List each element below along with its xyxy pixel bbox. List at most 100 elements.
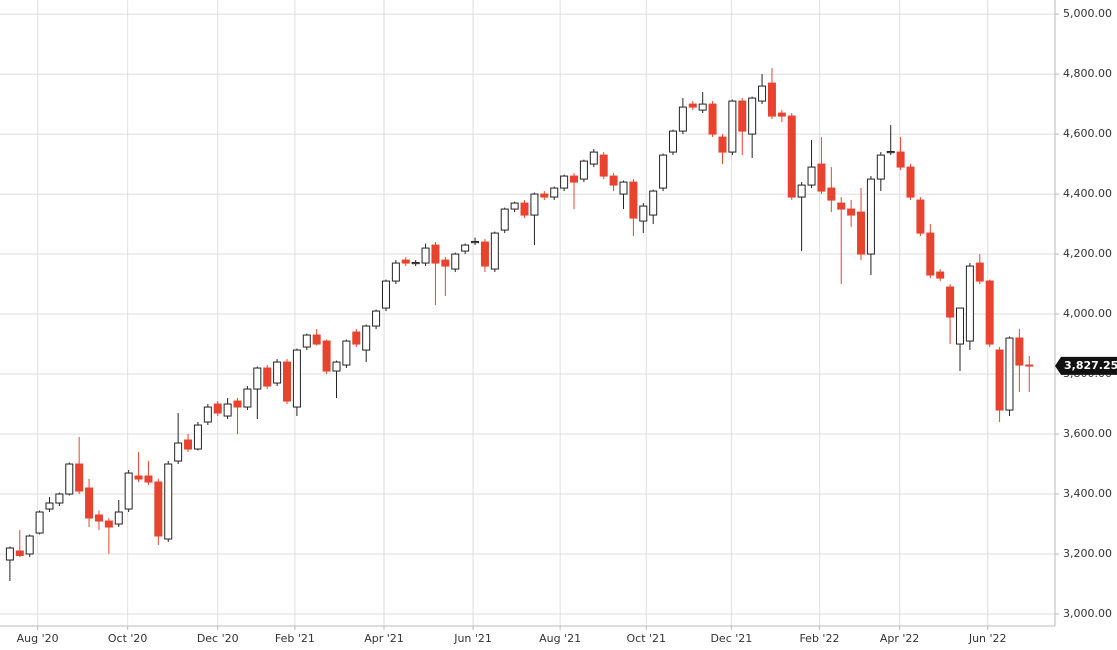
candle-body	[965, 265, 974, 342]
candle-body	[1025, 364, 1034, 367]
candle-body	[174, 442, 183, 462]
candle-body	[678, 106, 687, 132]
candle-body	[471, 240, 480, 244]
candle-body	[698, 103, 707, 111]
candle-body	[461, 244, 470, 252]
y-tick-label: 4,800.00	[1063, 67, 1112, 80]
candle-body	[124, 472, 133, 510]
candle-body	[362, 325, 371, 351]
candle-body	[530, 193, 539, 216]
candle-body	[451, 253, 460, 270]
candle-body	[292, 349, 301, 408]
candle-body	[767, 82, 776, 117]
candle-body	[866, 178, 875, 255]
x-tick-label: Feb '22	[799, 632, 839, 645]
candle-body	[570, 175, 579, 183]
candle-body	[500, 208, 509, 231]
candle-body	[668, 130, 677, 153]
x-tick-label: Dec '21	[710, 632, 752, 645]
x-tick-label: Oct '20	[108, 632, 148, 645]
y-tick-label: 4,200.00	[1063, 247, 1112, 260]
y-tick-label: 4,600.00	[1063, 127, 1112, 140]
candle-body	[659, 154, 668, 189]
candle-body	[65, 463, 74, 495]
candle-body	[560, 175, 569, 189]
candle-body	[184, 439, 193, 450]
candle-body	[629, 181, 638, 219]
y-tick-label: 4,400.00	[1063, 187, 1112, 200]
candle-body	[490, 232, 499, 270]
candle-body	[817, 163, 826, 192]
candle-body	[985, 280, 994, 345]
candle-body	[94, 514, 103, 522]
candle-body	[847, 208, 856, 216]
labels: 3,000.003,200.003,400.003,600.003,800.00…	[17, 7, 1117, 645]
candle-body	[75, 463, 84, 492]
x-tick-label: Dec '20	[197, 632, 239, 645]
candle-body	[193, 424, 202, 450]
candle-body	[876, 154, 885, 180]
candle-body	[807, 166, 816, 186]
candle-body	[263, 367, 272, 387]
candle-body	[55, 493, 64, 504]
candle-body	[35, 511, 44, 534]
candle-body	[520, 202, 529, 216]
x-tick-label: Aug '21	[539, 632, 581, 645]
candle-body	[758, 85, 767, 102]
candle-body	[886, 150, 895, 154]
candle-body	[322, 340, 331, 372]
candle-body	[649, 190, 658, 216]
y-tick-label: 4,000.00	[1063, 307, 1112, 320]
y-tick-label: 3,000.00	[1063, 607, 1112, 620]
candle-body	[253, 367, 262, 390]
candle-body	[144, 475, 153, 483]
candle-body	[688, 103, 697, 108]
candle-body	[718, 136, 727, 153]
candle-body	[233, 400, 242, 408]
candle-body	[708, 103, 717, 135]
candle-body	[619, 181, 628, 195]
x-tick-label: Oct '21	[626, 632, 666, 645]
x-tick-label: Apr '22	[880, 632, 920, 645]
candle-body	[926, 232, 935, 276]
candle-body	[312, 334, 321, 345]
y-tick-label: 3,400.00	[1063, 487, 1112, 500]
candle-body	[431, 244, 440, 264]
y-tick-label: 3,600.00	[1063, 427, 1112, 440]
candle-body	[579, 160, 588, 180]
candle-body	[589, 151, 598, 165]
candle-body	[906, 166, 915, 198]
candle-body	[510, 202, 519, 210]
candle-body	[609, 175, 618, 186]
candle-body	[5, 547, 14, 561]
y-tick-label: 5,000.00	[1063, 7, 1112, 20]
candle-body	[550, 187, 559, 198]
candle-body	[302, 334, 311, 348]
x-tick-label: Apr '21	[364, 632, 404, 645]
candle-body	[748, 97, 757, 135]
candle-body	[25, 535, 34, 555]
candle-body	[154, 481, 163, 537]
candle-body	[728, 100, 737, 153]
candle-body	[797, 184, 806, 198]
last-price-tag	[1055, 356, 1117, 375]
candle-body	[936, 271, 945, 279]
candle-body	[777, 112, 786, 117]
candle-body	[45, 502, 54, 510]
x-tick-label: Jun '22	[968, 632, 1007, 645]
candle-body	[955, 307, 964, 345]
candle-body	[916, 199, 925, 234]
candle-body	[480, 241, 489, 267]
x-tick-label: Aug '20	[17, 632, 59, 645]
candle-body	[599, 154, 608, 177]
candle-body	[896, 151, 905, 168]
candle-body	[352, 331, 361, 345]
candle-body	[391, 262, 400, 282]
candle-body	[342, 340, 351, 366]
candle-body	[164, 463, 173, 540]
candle-body	[223, 403, 232, 417]
candle-body	[85, 487, 94, 519]
candle-body	[857, 211, 866, 255]
candle-body	[421, 247, 430, 264]
